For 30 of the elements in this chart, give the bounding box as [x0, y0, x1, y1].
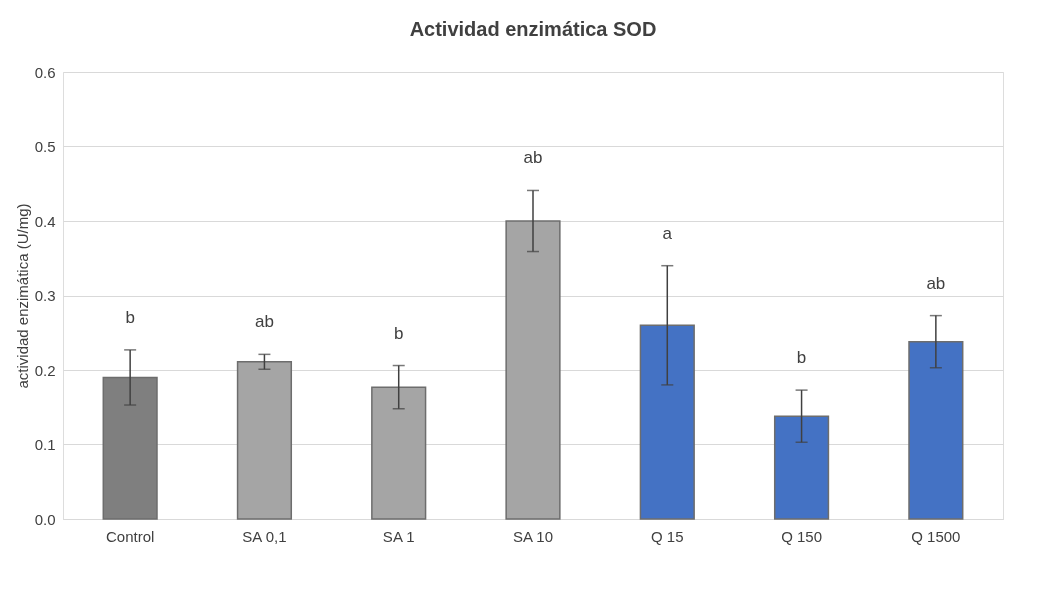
- x-tick-label: SA 1: [382, 527, 415, 545]
- annotation: ab: [523, 148, 543, 168]
- x-tick-label: Q 150: [781, 527, 823, 545]
- bar: [908, 340, 964, 520]
- annotation: ab: [926, 273, 946, 293]
- annotation: b: [796, 348, 807, 368]
- x-tick-label: Control: [105, 527, 155, 545]
- y-tick-label: 0.4: [34, 212, 56, 230]
- y-tick-label: 0.5: [34, 138, 56, 155]
- x-tick-label: SA 0,1: [242, 527, 287, 545]
- x-tick-label: Q 1500: [911, 527, 961, 545]
- y-tick-label: 0.0: [34, 510, 56, 528]
- annotation: a: [662, 223, 673, 243]
- y-tick-label: 0.1: [34, 436, 56, 453]
- y-tick-label: 0.2: [34, 361, 56, 379]
- x-tick-label: SA 10: [512, 527, 554, 545]
- y-axis-title: actividad enzimática (U/mg): [13, 203, 31, 389]
- bar: [505, 220, 561, 520]
- y-tick-label: 0.6: [34, 63, 56, 81]
- chart-title: Actividad enzimática SOD: [409, 18, 657, 40]
- y-tick-label: 0.3: [34, 287, 56, 304]
- bar: [102, 376, 158, 520]
- bar: [371, 386, 427, 520]
- annotation: b: [393, 323, 404, 343]
- bar: [773, 415, 830, 520]
- annotation: b: [125, 307, 135, 327]
- annotation: ab: [254, 312, 274, 332]
- bar: [236, 361, 293, 520]
- bar: [639, 324, 695, 520]
- x-tick-label: Q 15: [651, 527, 684, 545]
